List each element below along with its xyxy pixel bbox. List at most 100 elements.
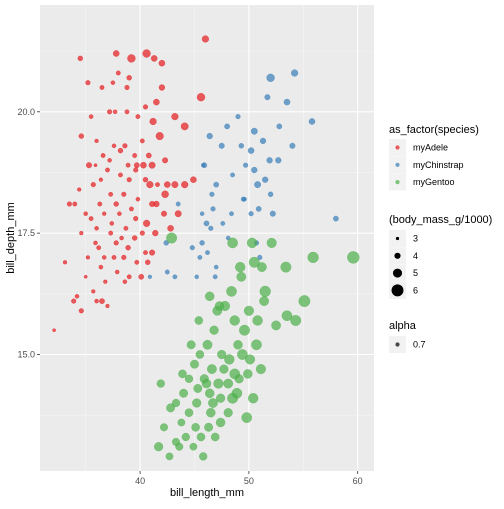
data-point-myadele <box>124 84 130 91</box>
data-point-myadele <box>62 260 68 265</box>
data-point-mychinstrap <box>267 191 274 198</box>
data-point-myadele <box>113 201 119 207</box>
data-point-mygentoo <box>171 437 181 446</box>
data-point-myadele <box>106 109 113 115</box>
data-point-myadele <box>201 35 210 43</box>
data-point-mychinstrap <box>213 181 220 188</box>
data-point-mygentoo <box>189 442 198 451</box>
data-point-myadele <box>196 93 206 102</box>
data-point-myadele <box>105 167 110 173</box>
data-point-myadele <box>134 259 140 265</box>
data-point-mygentoo <box>159 423 169 432</box>
data-point-myadele <box>142 176 149 183</box>
plot-panel <box>40 5 374 471</box>
data-point-myadele <box>144 259 151 266</box>
data-point-myadele <box>121 191 127 197</box>
data-point-myadele <box>52 328 56 333</box>
data-point-myadele <box>131 235 138 241</box>
data-point-myadele <box>94 138 99 144</box>
data-point-myadele <box>126 75 132 81</box>
data-point-mychinstrap <box>220 220 226 226</box>
data-point-myadele <box>149 249 156 256</box>
data-point-mygentoo <box>196 432 206 442</box>
data-point-myadele <box>125 162 131 168</box>
data-point-myadele <box>155 182 160 188</box>
legend-label-size: 5 <box>413 268 418 278</box>
data-point-mychinstrap <box>254 181 262 189</box>
data-point-myadele <box>96 245 102 251</box>
data-point-mychinstrap <box>164 269 170 275</box>
data-point-mychinstrap <box>172 274 178 280</box>
data-point-mygentoo <box>241 412 253 423</box>
data-point-mygentoo <box>177 418 186 427</box>
legend-label-size: 3 <box>413 234 418 244</box>
data-point-mychinstrap <box>259 137 267 145</box>
data-point-myadele <box>167 224 174 232</box>
data-point-mygentoo <box>259 285 271 298</box>
data-point-myadele <box>126 177 132 183</box>
data-point-mygentoo <box>178 369 187 379</box>
data-points <box>52 35 360 461</box>
legend: as_factor(species) (body_mass_g/1000) al… <box>389 124 492 353</box>
y-tick-label: 15.0 <box>17 350 35 360</box>
data-point-myadele <box>100 153 106 158</box>
data-point-mychinstrap <box>269 210 276 217</box>
data-point-mygentoo <box>229 315 240 326</box>
data-point-mychinstrap <box>197 254 203 260</box>
data-point-mychinstrap <box>242 162 249 168</box>
data-point-myadele <box>109 221 115 226</box>
data-point-mygentoo <box>234 374 244 384</box>
data-point-myadele <box>142 219 151 228</box>
data-point-mychinstrap <box>283 98 291 106</box>
data-point-myadele <box>143 250 148 256</box>
data-point-myadele <box>78 308 84 314</box>
data-point-mygentoo <box>213 378 224 389</box>
data-point-mychinstrap <box>218 142 225 149</box>
data-point-mygentoo <box>247 392 259 404</box>
data-point-myadele <box>135 114 141 120</box>
data-point-myadele <box>160 210 168 217</box>
legend-label-size: 6 <box>413 285 418 295</box>
data-point-mygentoo <box>281 310 293 322</box>
data-point-myadele <box>150 55 158 62</box>
data-point-myadele <box>107 157 112 163</box>
data-point-myadele <box>103 279 108 284</box>
data-point-mychinstrap <box>242 196 247 202</box>
data-point-myadele <box>85 80 91 86</box>
data-point-mygentoo <box>181 432 191 442</box>
data-point-mychinstrap <box>189 245 195 251</box>
data-point-myadele <box>138 273 145 280</box>
data-point-mychinstrap <box>209 191 215 197</box>
data-point-myadele <box>98 177 104 182</box>
data-point-mygentoo <box>199 374 209 384</box>
data-point-mychinstrap <box>194 274 200 280</box>
data-point-myadele <box>71 298 77 304</box>
data-point-myadele <box>88 216 94 222</box>
data-point-mychinstrap <box>224 123 231 130</box>
data-point-mychinstrap <box>213 264 219 270</box>
data-point-mychinstrap <box>247 147 255 154</box>
data-point-mychinstrap <box>205 250 210 256</box>
data-point-mychinstrap <box>199 211 205 217</box>
data-point-mygentoo <box>251 339 262 351</box>
data-point-myadele <box>77 55 84 62</box>
data-point-mygentoo <box>347 251 360 264</box>
data-point-myadele <box>83 274 88 279</box>
data-point-mychinstrap <box>275 157 282 164</box>
data-point-myadele <box>79 230 84 236</box>
data-point-mygentoo <box>194 316 204 325</box>
data-point-mychinstrap <box>235 113 241 120</box>
data-point-mygentoo <box>186 340 196 350</box>
data-point-myadele <box>140 161 147 169</box>
data-point-mygentoo <box>243 369 253 379</box>
data-point-mygentoo <box>298 295 311 308</box>
data-point-mygentoo <box>204 388 215 399</box>
data-point-myadele <box>97 201 103 207</box>
data-point-mygentoo <box>192 398 202 408</box>
data-point-myadele <box>111 143 117 149</box>
data-point-myadele <box>102 211 107 216</box>
data-point-mygentoo <box>184 408 194 418</box>
data-point-mychinstrap <box>290 69 299 77</box>
data-point-mygentoo <box>233 340 243 350</box>
